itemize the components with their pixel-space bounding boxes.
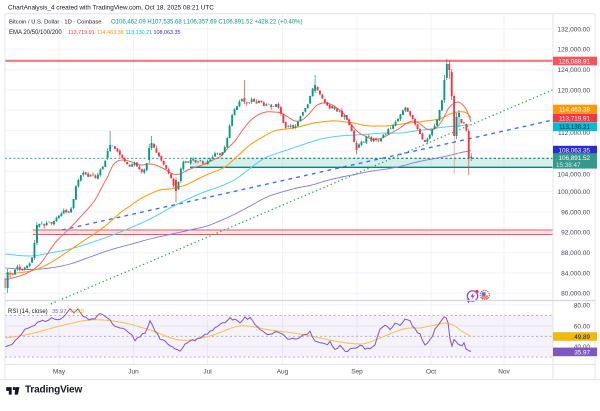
svg-text:126,088.91: 126,088.91 <box>558 58 590 65</box>
svg-text:ChartAnalysis_4 created with T: ChartAnalysis_4 created with TradingView… <box>8 5 214 12</box>
svg-text:Bitcoin / U.S. Dollar · 1D · C: Bitcoin / U.S. Dollar · 1D · Coinbase <box>9 19 101 25</box>
svg-text:92,000.00: 92,000.00 <box>561 230 590 237</box>
svg-text:RSI (14, close): RSI (14, close) <box>8 309 48 315</box>
svg-text:Aug: Aug <box>277 368 289 375</box>
svg-text:O106,462.09 H107,535.68 L106,3: O106,462.09 H107,535.68 L106,357.69 C106… <box>111 19 303 25</box>
svg-text:113,719.91: 113,719.91 <box>559 115 591 122</box>
svg-text:113,719.91: 113,719.91 <box>68 30 95 36</box>
svg-text:80,000.00: 80,000.00 <box>561 291 590 298</box>
svg-text:128,000.00: 128,000.00 <box>557 47 590 54</box>
svg-text:106,891.52: 106,891.52 <box>558 155 590 162</box>
svg-text:108,063.35: 108,063.35 <box>558 148 590 155</box>
svg-text:104,000.00: 104,000.00 <box>557 172 590 179</box>
svg-text:108,063.35: 108,063.35 <box>154 30 181 36</box>
svg-text:35.97: 35.97 <box>574 349 590 356</box>
svg-text:35.97: 35.97 <box>52 309 67 315</box>
svg-text:113,130.21: 113,130.21 <box>559 124 591 131</box>
svg-text:113,130.21: 113,130.21 <box>126 30 153 36</box>
svg-text:Jul: Jul <box>203 368 212 375</box>
svg-text:Jun: Jun <box>128 368 139 375</box>
svg-text:EMA 20/50/100/200: EMA 20/50/100/200 <box>9 30 62 36</box>
svg-text:96,000.00: 96,000.00 <box>561 209 590 216</box>
svg-text:132,000.00: 132,000.00 <box>557 26 590 33</box>
svg-text:114,463.38: 114,463.38 <box>559 106 591 113</box>
svg-text:May: May <box>53 368 66 375</box>
svg-text:88,000.00: 88,000.00 <box>561 250 590 257</box>
svg-text:Sep: Sep <box>351 368 363 375</box>
svg-text:Nov: Nov <box>498 368 510 375</box>
svg-text:80.00: 80.00 <box>574 302 591 309</box>
svg-text:100,000.00: 100,000.00 <box>557 189 590 196</box>
svg-text:49.89: 49.89 <box>70 309 85 315</box>
svg-text:TradingView: TradingView <box>25 385 82 396</box>
svg-text:120,000.00: 120,000.00 <box>557 87 590 94</box>
svg-text:112,000.00: 112,000.00 <box>558 130 590 137</box>
svg-text:49.89: 49.89 <box>574 334 590 341</box>
svg-text:84,000.00: 84,000.00 <box>561 270 590 277</box>
svg-text:124,000.00: 124,000.00 <box>557 67 590 74</box>
svg-text:114,463.38: 114,463.38 <box>97 30 124 36</box>
svg-text:15:38:47: 15:38:47 <box>556 162 581 169</box>
svg-text:60.00: 60.00 <box>574 323 591 330</box>
svg-text:Oct: Oct <box>426 368 436 375</box>
